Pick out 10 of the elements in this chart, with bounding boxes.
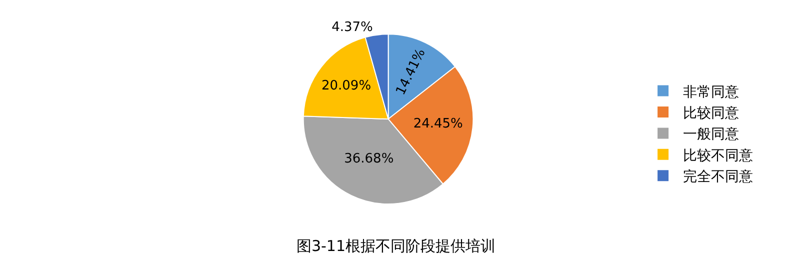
legend-label: 非常同意 [683, 84, 740, 100]
legend-label: 比较不同意 [683, 148, 754, 164]
text: 图3-11根据不同阶段提供培训 [296, 237, 496, 256]
legend-label: 一般同意 [683, 126, 740, 143]
data-label: 4.37% [332, 20, 373, 36]
data-label: 20.09% [321, 78, 372, 94]
data-label: 24.45% [413, 116, 463, 132]
legend-label: 比较同意 [683, 105, 740, 122]
legend-label: 完全不同意 [683, 169, 754, 186]
data-label: 36.68% [344, 151, 394, 166]
